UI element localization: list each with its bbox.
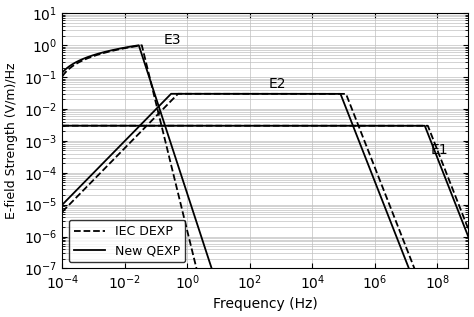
Text: E3: E3 (164, 33, 182, 47)
X-axis label: Frequency (Hz): Frequency (Hz) (213, 297, 318, 311)
Y-axis label: E-field Strength (V/m)/Hz: E-field Strength (V/m)/Hz (5, 63, 18, 219)
Text: E2: E2 (269, 77, 286, 91)
Legend: IEC DEXP, New QEXP: IEC DEXP, New QEXP (69, 220, 185, 262)
Text: E1: E1 (430, 143, 448, 157)
